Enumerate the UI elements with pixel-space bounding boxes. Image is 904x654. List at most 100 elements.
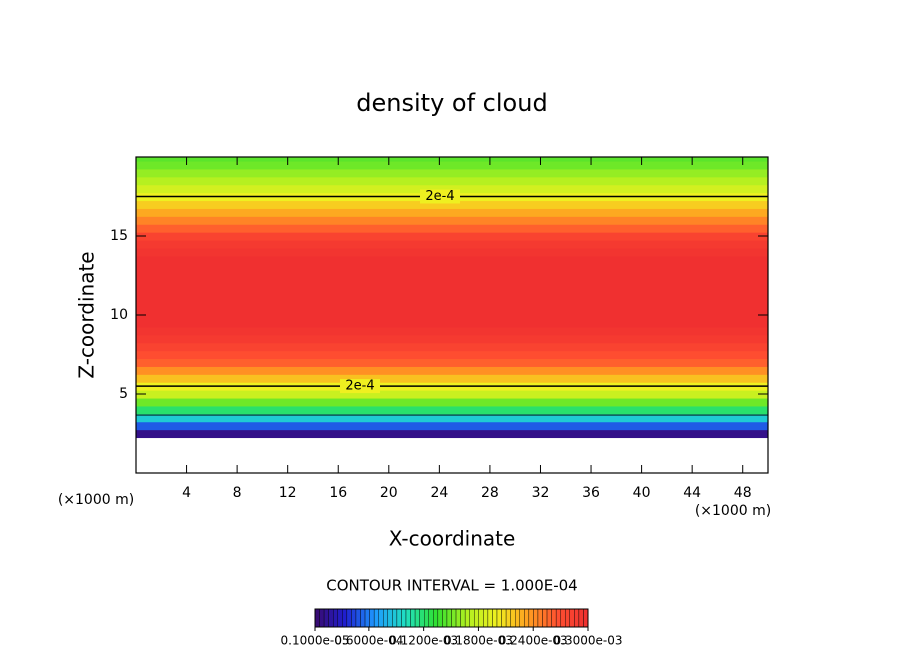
colorbar-cell	[428, 608, 434, 628]
colorbar-cell	[401, 608, 407, 628]
x-tick-label: 28	[481, 485, 499, 501]
contour-band	[136, 263, 768, 273]
contour-band	[136, 279, 768, 288]
colorbar-cell	[337, 608, 343, 628]
contour-band	[136, 255, 768, 265]
contour-band	[136, 208, 768, 217]
colorbar-cell	[583, 608, 589, 628]
colorbar-cell	[528, 608, 534, 628]
colorbar-cell	[323, 608, 329, 628]
colorbar-cell	[560, 608, 566, 628]
contour-band	[136, 184, 768, 194]
colorbar-cell	[373, 608, 379, 628]
x-tick-label: 36	[582, 485, 600, 501]
colorbar-cell	[478, 608, 484, 628]
colorbar-cell	[328, 608, 334, 628]
contour-band	[136, 366, 768, 375]
colorbar-cell	[483, 608, 489, 628]
colorbar-cell	[387, 608, 393, 628]
y-axis-label: Z-coordinate	[75, 251, 99, 378]
contour-band	[136, 342, 768, 352]
colorbar-cell	[474, 608, 480, 628]
x-tick-label: 44	[683, 485, 701, 501]
x-tick-label: 32	[532, 485, 550, 501]
contour-band	[136, 326, 768, 336]
contour-band	[136, 247, 768, 257]
colorbar-cell	[410, 608, 416, 628]
contour-label: 2e-4	[345, 379, 374, 394]
colorbar-tick-label: 0.3000e-03	[554, 634, 623, 648]
colorbar-cell	[555, 608, 561, 628]
x-tick-label: 24	[430, 485, 448, 501]
y-tick-label: 15	[110, 228, 128, 244]
colorbar-cell	[515, 608, 520, 628]
colorbar-cell	[505, 608, 511, 628]
contour-band	[136, 405, 768, 415]
colorbar-cell	[551, 608, 557, 628]
y-tick-label: 10	[110, 307, 128, 323]
contour-band	[136, 157, 768, 162]
colorbar-cell	[355, 608, 361, 628]
colorbar-cell	[578, 608, 584, 628]
colorbar-cell	[351, 608, 357, 628]
colorbar-cell	[383, 608, 389, 628]
contour-band	[136, 160, 768, 170]
colorbar-cell	[333, 608, 338, 628]
colorbar-cell	[533, 608, 539, 628]
contour-band	[136, 303, 768, 312]
colorbar-cell	[496, 608, 502, 628]
colorbar-tick-label: 0.1800e-03	[444, 634, 513, 648]
x-unit: (×1000 m)	[695, 503, 771, 519]
contour-band	[136, 421, 768, 431]
x-tick-label: 16	[329, 485, 347, 501]
colorbar-cell	[424, 608, 429, 628]
colorbar-cell	[546, 608, 552, 628]
contour-band	[136, 295, 768, 304]
colorbar-cell	[437, 608, 443, 628]
colorbar-cell	[405, 608, 411, 628]
contour-band	[136, 390, 768, 399]
contour-band	[136, 429, 768, 439]
colorbar-cell	[460, 608, 466, 628]
contour-band	[136, 334, 768, 344]
contour-band	[136, 176, 768, 186]
contour-band	[136, 168, 768, 178]
colorbar-cell	[342, 608, 348, 628]
colorbar-frame	[314, 608, 589, 628]
y-tick-label: 5	[119, 386, 128, 402]
colorbar-cell	[487, 608, 493, 628]
colorbar-cell	[524, 608, 530, 628]
contour-band	[136, 350, 768, 360]
x-axis-label: X-coordinate	[389, 527, 516, 551]
colorbar-cell	[396, 608, 402, 628]
colorbar-cell	[464, 608, 470, 628]
annotation: CONTOUR INTERVAL = 1.000E-04	[326, 577, 577, 595]
colorbar-cell	[319, 608, 325, 628]
chart-title: density of cloud	[356, 89, 547, 117]
colorbar-cell	[419, 608, 425, 628]
x-tick-label: 4	[182, 485, 191, 501]
colorbar-cell	[446, 608, 452, 628]
colorbar-cell	[492, 608, 498, 628]
colorbar-cell	[314, 608, 320, 628]
colorbar-cell	[510, 608, 516, 628]
colorbar-cell	[519, 608, 525, 628]
y-unit: (×1000 m)	[58, 492, 134, 508]
x-tick-label: 12	[279, 485, 297, 501]
colorbar-cell	[574, 608, 580, 628]
colorbar-tick-label: 0.2400e-03	[499, 634, 568, 648]
contour-band	[136, 358, 768, 367]
contour-band	[136, 374, 768, 383]
x-tick-label: 8	[233, 485, 242, 501]
colorbar-tick-label: 0.1200e-03	[389, 634, 458, 648]
x-tick-label: 40	[633, 485, 651, 501]
contour-band	[136, 216, 768, 225]
colorbar-cell	[542, 608, 548, 628]
contour-band	[136, 232, 768, 241]
contour-band	[136, 311, 768, 320]
contour-label-bg	[340, 379, 380, 394]
contour-band	[136, 200, 768, 209]
colorbar-cell	[537, 608, 543, 628]
x-tick-label: 48	[734, 485, 752, 501]
